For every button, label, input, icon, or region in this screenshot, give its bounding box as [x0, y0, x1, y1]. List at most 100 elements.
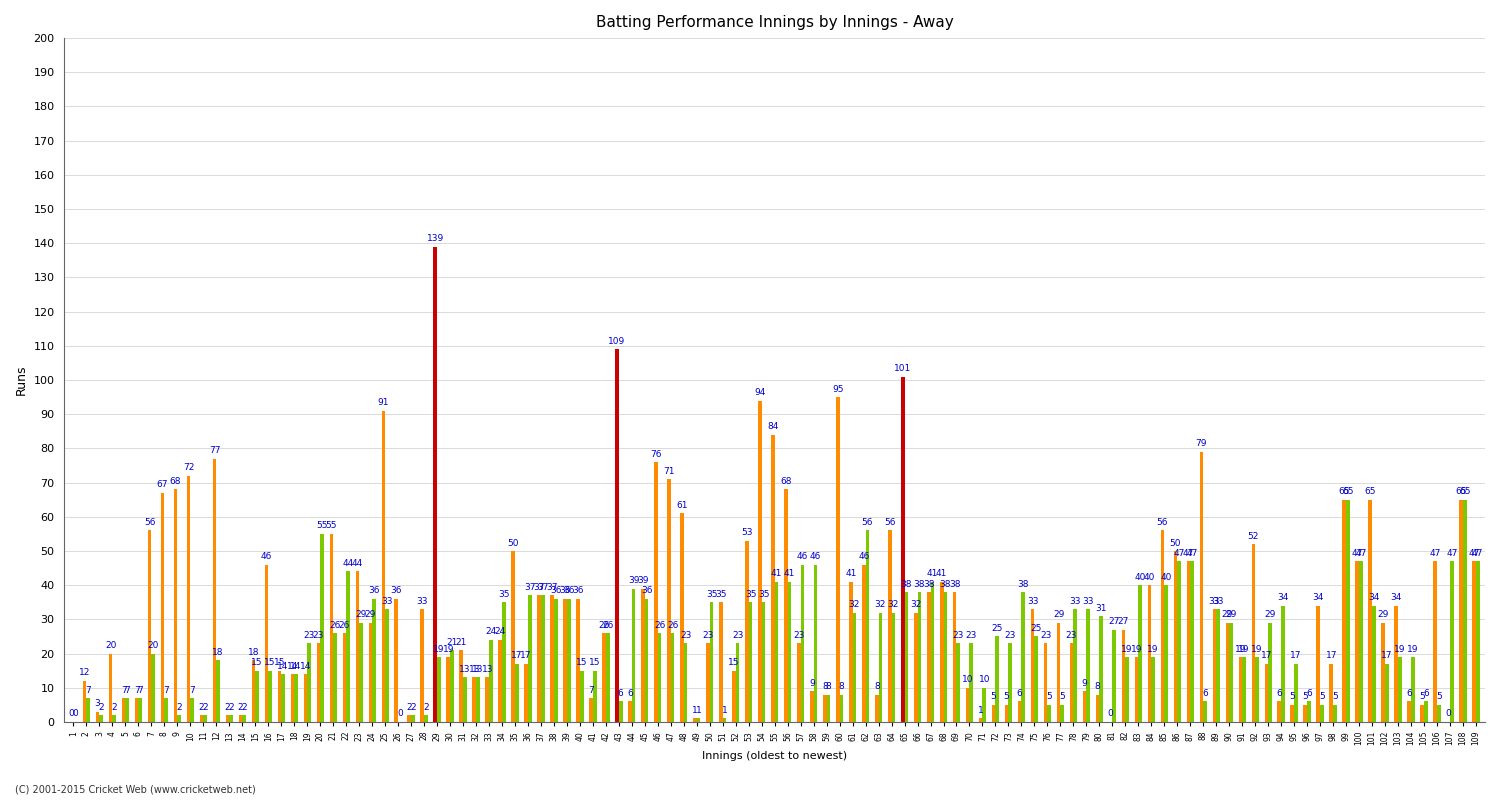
Bar	[564, 599, 567, 722]
Text: 13: 13	[482, 665, 494, 674]
Bar	[503, 602, 506, 722]
Text: 1: 1	[692, 706, 698, 715]
Bar	[849, 582, 852, 722]
Text: 29: 29	[1264, 610, 1275, 619]
Bar	[291, 674, 294, 722]
Text: 29: 29	[1053, 610, 1064, 619]
Bar	[550, 595, 554, 722]
Bar	[303, 674, 307, 722]
Text: 7: 7	[588, 686, 594, 694]
Bar	[1437, 705, 1440, 722]
Text: 19: 19	[442, 645, 454, 654]
Text: 47: 47	[1468, 549, 1480, 558]
Text: 23: 23	[732, 631, 744, 640]
Text: 91: 91	[378, 398, 388, 407]
Text: 23: 23	[1005, 631, 1016, 640]
Text: 38: 38	[939, 579, 951, 589]
Text: 10: 10	[962, 675, 974, 684]
Bar	[230, 715, 232, 722]
Bar	[225, 715, 230, 722]
Text: 47: 47	[1186, 549, 1197, 558]
Text: 19: 19	[1234, 645, 1246, 654]
Text: 36: 36	[640, 586, 652, 595]
Text: 17: 17	[1290, 651, 1302, 660]
Bar	[420, 609, 424, 722]
Text: 46: 46	[261, 552, 272, 562]
Bar	[1047, 705, 1052, 722]
Text: 0: 0	[69, 710, 75, 718]
Text: 36: 36	[390, 586, 402, 595]
Bar	[252, 660, 255, 722]
Bar	[654, 462, 658, 722]
Text: 19: 19	[1148, 645, 1160, 654]
Bar	[1251, 544, 1256, 722]
Bar	[874, 694, 879, 722]
Text: 24: 24	[495, 627, 506, 637]
Bar	[512, 551, 515, 722]
Bar	[1060, 705, 1064, 722]
Bar	[992, 705, 996, 722]
Bar	[706, 643, 710, 722]
Text: 47: 47	[1182, 549, 1194, 558]
Text: 2: 2	[198, 702, 204, 712]
Text: 21: 21	[446, 638, 458, 646]
Text: 65: 65	[1342, 487, 1353, 496]
Bar	[204, 715, 207, 722]
Bar	[902, 377, 904, 722]
Bar	[525, 664, 528, 722]
Text: 2: 2	[406, 702, 412, 712]
Bar	[590, 698, 592, 722]
Bar	[957, 643, 960, 722]
Text: 38: 38	[1017, 579, 1029, 589]
Text: 37: 37	[546, 583, 558, 592]
Text: 34: 34	[1368, 594, 1380, 602]
Text: 37: 37	[524, 583, 536, 592]
Text: 29: 29	[1221, 610, 1233, 619]
Bar	[603, 633, 606, 722]
Bar	[528, 595, 531, 722]
Text: 19: 19	[1407, 645, 1419, 654]
Bar	[356, 571, 358, 722]
Text: 37: 37	[534, 583, 544, 592]
Bar	[1434, 562, 1437, 722]
Bar	[472, 678, 476, 722]
Bar	[969, 643, 974, 722]
Bar	[464, 678, 466, 722]
Text: 0: 0	[72, 710, 78, 718]
Text: 109: 109	[609, 337, 625, 346]
Bar	[762, 602, 765, 722]
Text: 2: 2	[237, 702, 243, 712]
Bar	[710, 602, 714, 722]
Bar	[476, 678, 480, 722]
Bar	[346, 571, 350, 722]
Text: 5: 5	[1318, 693, 1324, 702]
Bar	[668, 479, 670, 722]
Text: 56: 56	[144, 518, 156, 527]
Bar	[840, 694, 843, 722]
Bar	[342, 633, 346, 722]
Bar	[122, 698, 126, 722]
Bar	[294, 674, 298, 722]
Text: 26: 26	[602, 621, 613, 630]
Text: 47: 47	[1354, 549, 1366, 558]
Text: 3: 3	[94, 699, 100, 708]
Text: 36: 36	[562, 586, 574, 595]
Text: 19: 19	[1131, 645, 1142, 654]
Text: 35: 35	[716, 590, 726, 599]
Text: 101: 101	[894, 364, 912, 373]
Text: 36: 36	[560, 586, 572, 595]
Text: 68: 68	[170, 477, 182, 486]
Text: 1: 1	[722, 706, 728, 715]
Bar	[330, 534, 333, 722]
Text: 12: 12	[80, 669, 90, 678]
Bar	[927, 592, 930, 722]
Text: 13: 13	[459, 665, 471, 674]
Text: 15: 15	[264, 658, 276, 667]
Text: 41: 41	[844, 570, 856, 578]
Bar	[1228, 622, 1233, 722]
Text: 46: 46	[796, 552, 808, 562]
Text: 24: 24	[484, 627, 496, 637]
Text: 2: 2	[99, 702, 104, 712]
Text: 8: 8	[822, 682, 828, 691]
Bar	[1095, 694, 1100, 722]
